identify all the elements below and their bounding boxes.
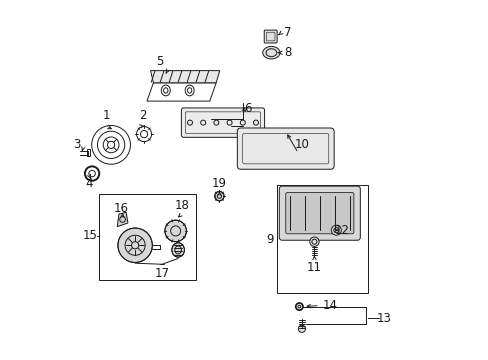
Text: 2: 2: [140, 109, 147, 122]
Bar: [86, 149, 90, 156]
Circle shape: [330, 225, 341, 235]
Polygon shape: [150, 71, 219, 83]
Text: 8: 8: [283, 46, 291, 59]
Text: 1: 1: [102, 109, 110, 122]
FancyBboxPatch shape: [279, 186, 360, 240]
Bar: [276, 185, 367, 293]
Text: 14: 14: [323, 299, 337, 312]
Circle shape: [309, 237, 319, 246]
Text: 3: 3: [73, 138, 80, 150]
FancyBboxPatch shape: [237, 128, 333, 169]
Text: 9: 9: [266, 233, 273, 246]
Text: 19: 19: [211, 177, 226, 190]
Text: 15: 15: [82, 229, 98, 242]
Text: 5: 5: [156, 55, 163, 68]
Text: 6: 6: [244, 102, 251, 115]
Text: 17: 17: [154, 267, 169, 280]
Ellipse shape: [171, 243, 184, 257]
Circle shape: [214, 192, 224, 201]
Text: 16: 16: [113, 202, 128, 215]
Text: 12: 12: [334, 224, 349, 237]
FancyBboxPatch shape: [181, 108, 264, 137]
Polygon shape: [117, 212, 128, 226]
Ellipse shape: [262, 46, 280, 59]
FancyBboxPatch shape: [285, 193, 353, 234]
Text: 11: 11: [306, 261, 321, 274]
Text: 4: 4: [85, 177, 92, 190]
FancyBboxPatch shape: [264, 30, 277, 43]
Text: 13: 13: [376, 311, 391, 325]
Circle shape: [164, 220, 186, 242]
Bar: [99, 194, 196, 280]
Text: 7: 7: [283, 27, 291, 40]
Text: 10: 10: [294, 138, 309, 150]
Circle shape: [298, 325, 305, 332]
Text: 18: 18: [174, 199, 189, 212]
Circle shape: [118, 228, 152, 262]
